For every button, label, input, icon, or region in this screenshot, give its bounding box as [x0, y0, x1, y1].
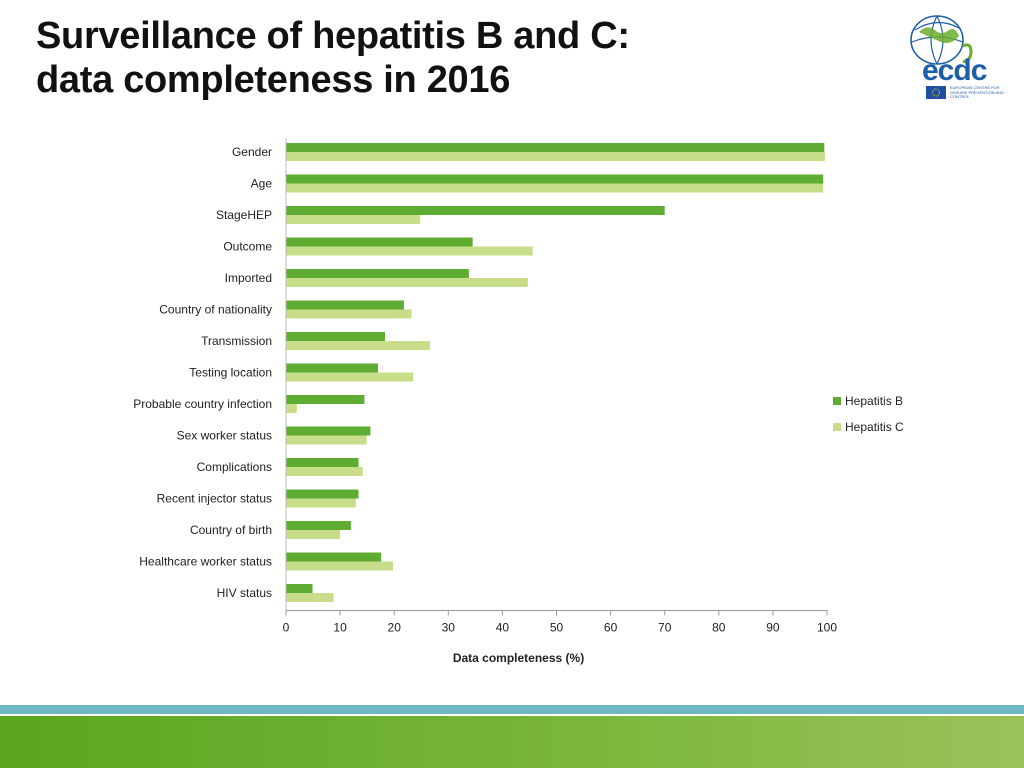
- x-axis-title: Data completeness (%): [453, 651, 584, 665]
- bar-hepatitis-c: [286, 246, 533, 256]
- bar-hepatitis-c: [286, 278, 528, 287]
- category-label: Country of birth: [190, 523, 272, 537]
- footer-line: [0, 705, 1024, 714]
- bar-hepatitis-b: [286, 363, 378, 373]
- x-tick-label: 80: [712, 621, 726, 635]
- bar-hepatitis-c: [286, 183, 824, 193]
- x-tick-label: 0: [283, 621, 290, 635]
- x-tick-label: 90: [766, 621, 780, 635]
- bar-hepatitis-b: [286, 521, 351, 530]
- legend-label: Hepatitis C: [845, 420, 904, 434]
- legend-label: Hepatitis B: [845, 394, 903, 408]
- ecdc-logo: ecdc European Centre for Disease Prevent…: [900, 12, 1010, 102]
- category-label: Age: [251, 177, 273, 191]
- slide-title: Surveillance of hepatitis B and C: data …: [36, 14, 630, 102]
- x-tick-label: 50: [550, 621, 564, 635]
- category-label: Sex worker status: [177, 429, 272, 443]
- bar-hepatitis-c: [286, 404, 297, 413]
- bar-hepatitis-b: [286, 489, 359, 499]
- bar-hepatitis-b: [286, 395, 365, 404]
- x-tick-label: 40: [496, 621, 510, 635]
- bar-hepatitis-b: [286, 552, 382, 562]
- x-tick-label: 30: [442, 621, 456, 635]
- title-line-1: Surveillance of hepatitis B and C:: [36, 15, 630, 57]
- bar-hepatitis-c: [286, 530, 341, 539]
- bar-hepatitis-c: [286, 467, 363, 476]
- legend-swatch: [833, 423, 841, 431]
- bar-hepatitis-b: [286, 174, 824, 184]
- category-label: Country of nationality: [159, 303, 272, 317]
- bar-hepatitis-c: [286, 561, 394, 571]
- x-tick-label: 10: [333, 621, 347, 635]
- bar-chart: Gender Age StageHEP Outcome Imported Country …: [133, 138, 904, 665]
- category-label: Transmission: [201, 334, 272, 348]
- category-label: Recent injector status: [157, 492, 272, 506]
- bar-hepatitis-c: [286, 498, 356, 508]
- logo-wordmark: ecdc: [922, 54, 987, 87]
- bar-hepatitis-b: [286, 143, 825, 152]
- legend-swatch: [833, 397, 841, 405]
- bar-hepatitis-b: [286, 206, 665, 215]
- bar-hepatitis-b: [286, 300, 404, 310]
- category-label: Probable country infection: [133, 397, 272, 411]
- category-label: Gender: [232, 145, 272, 159]
- x-tick-label: 70: [658, 621, 672, 635]
- footer-band: [0, 716, 1024, 768]
- logo-tagline: European Centre for Disease Prevention a…: [950, 85, 1004, 100]
- category-label: Complications: [197, 460, 272, 474]
- category-label: Imported: [225, 271, 272, 285]
- bar-hepatitis-b: [286, 584, 313, 593]
- x-tick-label: 60: [604, 621, 618, 635]
- bar-hepatitis-b: [286, 458, 359, 467]
- bar-hepatitis-b: [286, 426, 371, 436]
- category-label: Healthcare worker status: [139, 555, 272, 569]
- category-label: HIV status: [217, 586, 272, 600]
- bar-hepatitis-c: [286, 593, 334, 602]
- title-line-2: data completeness in 2016: [36, 59, 511, 101]
- x-tick-label: 100: [817, 621, 837, 635]
- x-tick-label: 20: [388, 621, 402, 635]
- category-label: Testing location: [189, 366, 272, 380]
- globe-icon: [910, 15, 973, 65]
- bar-hepatitis-c: [286, 435, 367, 445]
- category-label: Outcome: [223, 240, 272, 254]
- eu-flag-icon: [926, 86, 946, 99]
- bar-hepatitis-b: [286, 237, 473, 247]
- bar-hepatitis-c: [286, 152, 825, 161]
- bar-hepatitis-c: [286, 372, 414, 382]
- bar-hepatitis-b: [286, 332, 386, 341]
- bar-hepatitis-c: [286, 309, 412, 319]
- bar-hepatitis-c: [286, 215, 421, 224]
- category-label: StageHEP: [216, 208, 272, 222]
- bar-hepatitis-c: [286, 341, 430, 350]
- bar-hepatitis-b: [286, 269, 469, 278]
